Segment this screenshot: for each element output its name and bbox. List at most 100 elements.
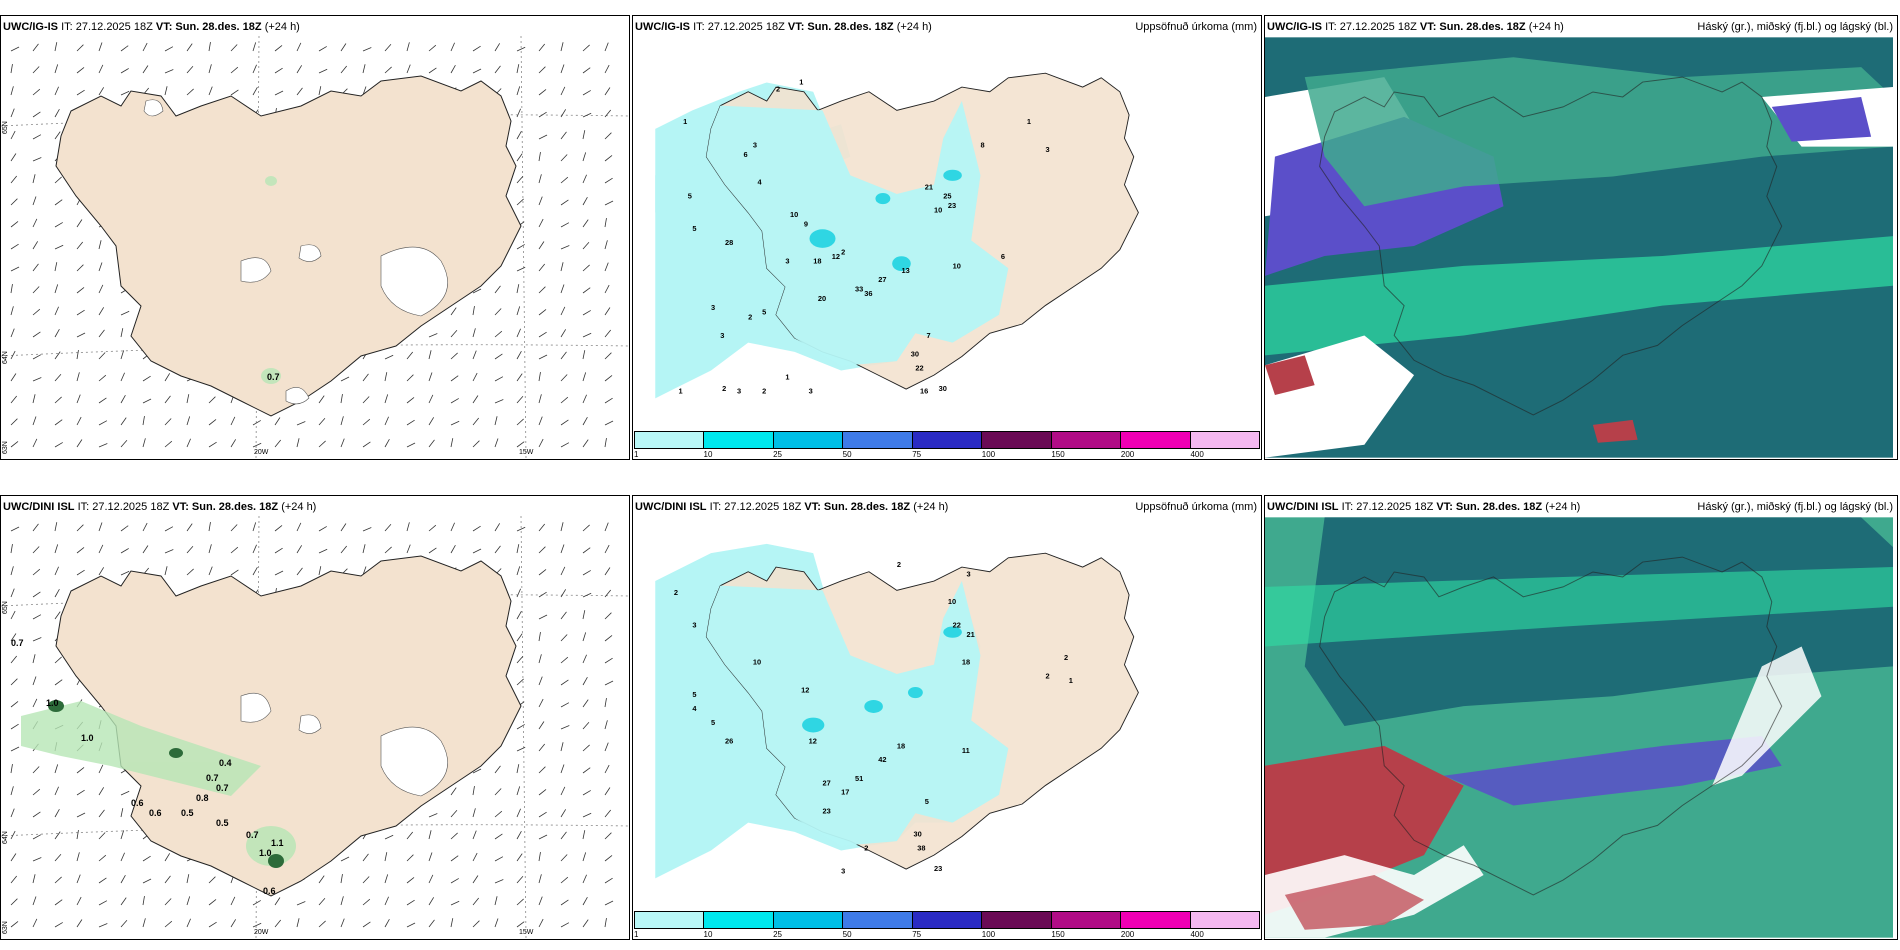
wind-barb: [538, 152, 541, 162]
wind-barb: [274, 897, 281, 906]
wind-barb: [32, 174, 36, 184]
coastline: [1319, 76, 1783, 416]
wind-barb: [516, 328, 521, 338]
wind-barb: [560, 222, 570, 228]
wind-barb: [32, 857, 42, 862]
wind-barb: [32, 438, 38, 448]
wind-barb: [120, 525, 129, 532]
wind-barb: [560, 374, 568, 382]
wind-barb: [582, 350, 586, 360]
wind-barb: [582, 112, 592, 118]
precip-value: 3: [720, 331, 724, 340]
wind-barb: [472, 350, 477, 360]
wind-barb: [10, 678, 18, 686]
wind-barb: [450, 544, 456, 554]
wind-barb: [76, 524, 84, 532]
wind-barb: [98, 854, 107, 862]
wind-speed-label: 0.8: [196, 793, 209, 803]
wind-barb: [10, 853, 17, 862]
wind-barb: [494, 896, 498, 906]
precip-values: 2113564109285233235181220332736132125231…: [678, 77, 1049, 395]
colorbar-tick: 1: [634, 450, 639, 459]
wind-barb: [538, 591, 547, 598]
wind-barb: [76, 67, 85, 74]
wind-barb: [318, 395, 325, 404]
lon-label-15w: 15W: [519, 449, 534, 456]
valid-time: Sun. 28.des. 18Z: [175, 21, 262, 33]
model-name: UWC/IG-IS: [3, 21, 58, 33]
wind-barb: [494, 308, 502, 316]
wind-barb: [516, 830, 522, 840]
precip-value: 3: [692, 620, 696, 629]
precip-value: 1: [1027, 117, 1031, 126]
precip-value: 11: [962, 746, 970, 755]
wind-barb: [472, 786, 475, 796]
wind-barb: [604, 680, 614, 686]
precip-value: 23: [823, 806, 831, 815]
panel-header: UWC/DINI ISL IT: 27.12.2025 18Z VT: Sun.…: [633, 496, 1261, 516]
wind-barb: [450, 375, 459, 382]
wind-barb: [98, 787, 105, 796]
wind-barb: [384, 896, 389, 906]
colorbar-tick: 25: [773, 930, 783, 939]
wind-barb: [76, 287, 85, 294]
wind-barb: [538, 523, 546, 532]
wind-barb: [186, 918, 191, 928]
wind-barb: [252, 566, 258, 576]
panel-header: UWC/DINI ISL IT: 27.12.2025 18Z VT: Sun.…: [1265, 496, 1897, 516]
precip-value: 3: [737, 387, 741, 396]
wind-barb: [54, 328, 60, 338]
wind-barb: [604, 200, 614, 206]
wind-barb: [604, 567, 611, 576]
wind-barb: [582, 632, 587, 642]
wind-barb: [384, 874, 389, 884]
wind-barb: [560, 109, 567, 118]
wind-barb: [560, 284, 565, 294]
wind-barb: [538, 354, 548, 360]
precip-value: 38: [917, 843, 925, 852]
wind-barb: [230, 896, 236, 906]
wind-barb: [98, 329, 105, 338]
wind-barb: [516, 350, 522, 360]
precip-value: 16: [920, 387, 928, 396]
wind-barb: [582, 852, 587, 862]
wind-barb: [516, 853, 523, 862]
colorbar-tick: 50: [842, 450, 852, 459]
wind-barb: [428, 830, 432, 840]
wind-barb: [76, 309, 85, 316]
wind-barb: [274, 90, 284, 96]
precip-value: 5: [688, 192, 692, 201]
precip-value: 10: [790, 210, 798, 219]
wind-barb: [560, 154, 568, 162]
wind-map: 0.71.01.00.60.6 0.50.80.70.70.40.50.71.01…: [1, 516, 629, 939]
wind-barb: [142, 65, 149, 74]
wind-barb: [362, 921, 371, 928]
colorbar-swatch: [1051, 912, 1122, 928]
wind-barb: [10, 395, 18, 404]
wind-barb: [10, 328, 15, 338]
wind-barb: [384, 416, 389, 426]
colorbar-tick: 150: [1051, 450, 1065, 459]
wind-barb: [450, 329, 458, 338]
precip-value: 10: [753, 658, 761, 667]
wind-barb: [582, 547, 591, 554]
colorbar-swatch: [1051, 432, 1122, 448]
colorbar-tick: 100: [981, 930, 996, 939]
wind-barb: [186, 896, 191, 906]
wind-barb: [318, 417, 326, 426]
wind-barb: [296, 918, 300, 928]
wind-barb: [384, 372, 388, 382]
wind-barb: [582, 874, 587, 884]
valid-label: VT:: [172, 501, 189, 513]
precip-value: 1: [1069, 676, 1073, 685]
wind-barb: [560, 899, 569, 906]
colorbar-tick: 400: [1190, 930, 1204, 939]
precip-value: 7: [927, 331, 931, 340]
wind-barb: [472, 440, 480, 448]
wind-barb: [98, 87, 105, 96]
wind-barb: [560, 809, 567, 818]
wind-map-panel-bottom: UWC/DINI ISL IT: 27.12.2025 18Z VT: Sun.…: [0, 495, 630, 940]
wind-barb: [32, 88, 41, 96]
wind-barb: [252, 544, 257, 554]
wind-barb: [54, 108, 60, 118]
